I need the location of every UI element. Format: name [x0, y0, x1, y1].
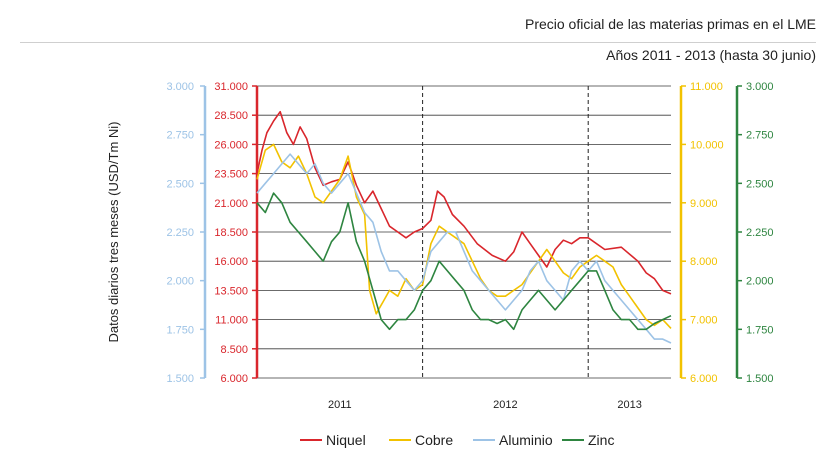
series-line-aluminio	[256, 153, 672, 344]
zinc-tick-label: 2.750	[746, 130, 774, 142]
cobre-tick-label: 8.000	[690, 256, 718, 268]
chart-subtitle: Años 2011 - 2013 (hasta 30 junio)	[606, 47, 816, 63]
zinc-tick-label: 2.250	[746, 227, 774, 239]
niquel-tick-label: 28.500	[214, 110, 248, 122]
legend-label-zinc: Zinc	[588, 432, 614, 448]
niquel-tick-label: 26.000	[214, 139, 248, 151]
aluminio-tick-label: 1.500	[166, 373, 194, 385]
niquel-tick-label: 31.000	[214, 81, 248, 93]
niquel-tick-label: 11.000	[215, 315, 248, 327]
legend-label-aluminio: Aluminio	[499, 432, 553, 448]
cobre-tick-label: 11.000	[690, 81, 723, 93]
niquel-tick-label: 23.500	[214, 169, 248, 181]
niquel-tick-label: 18.500	[214, 227, 248, 239]
series-line-zinc	[256, 192, 672, 331]
zinc-tick-label: 1.750	[746, 324, 774, 336]
legend-label-cobre: Cobre	[415, 432, 453, 448]
zinc-tick-label: 1.500	[746, 373, 774, 385]
cobre-tick-label: 10.000	[690, 139, 724, 151]
zinc-tick-label: 2.000	[746, 276, 774, 288]
series-line-niquel	[256, 110, 672, 295]
aluminio-tick-label: 2.000	[166, 276, 194, 288]
x-category-label: 2013	[617, 399, 641, 411]
aluminio-tick-label: 2.500	[166, 178, 194, 190]
aluminio-tick-label: 2.250	[166, 227, 194, 239]
aluminio-tick-label: 2.750	[166, 130, 194, 142]
niquel-tick-label: 21.000	[214, 198, 248, 210]
niquel-tick-label: 6.000	[220, 373, 248, 385]
x-category-label: 2012	[493, 399, 517, 411]
aluminio-tick-label: 1.750	[166, 324, 194, 336]
legend-label-niquel: Niquel	[326, 432, 366, 448]
cobre-tick-label: 7.000	[690, 315, 718, 327]
title-divider	[20, 42, 816, 43]
aluminio-tick-label: 3.000	[166, 81, 194, 93]
niquel-tick-label: 16.000	[214, 256, 248, 268]
y-axis-label: Datos diarios tres meses (USD/Tm Ni)	[106, 121, 121, 342]
zinc-tick-label: 3.000	[746, 81, 774, 93]
cobre-tick-label: 6.000	[690, 373, 718, 385]
cobre-tick-label: 9.000	[690, 198, 718, 210]
niquel-tick-label: 13.500	[214, 285, 248, 297]
niquel-tick-label: 8.500	[220, 344, 248, 356]
zinc-tick-label: 2.500	[746, 178, 774, 190]
chart-title: Precio oficial de las materias primas en…	[524, 16, 816, 32]
x-category-label: 2011	[328, 399, 352, 411]
